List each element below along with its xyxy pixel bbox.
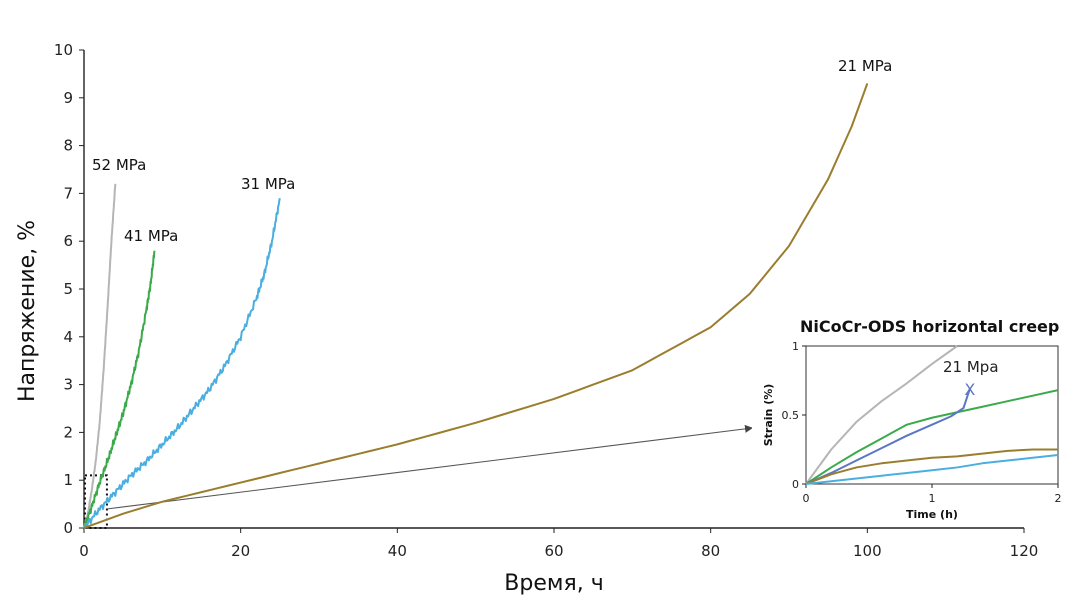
- main-series-group: [83, 83, 869, 529]
- inset-x-tick-label: 2: [1055, 492, 1062, 505]
- label-31-mpa: 31 MPa: [241, 175, 295, 193]
- zoom-arrow: [107, 424, 753, 510]
- y-tick-label: 1: [63, 471, 73, 489]
- label-21-mpa: 21 MPa: [838, 57, 892, 75]
- y-tick-label: 6: [63, 232, 73, 250]
- x-tick-label: 60: [544, 542, 563, 560]
- y-tick-label: 0: [63, 519, 73, 537]
- inset-y-tick-label: 0: [792, 478, 799, 491]
- y-tick-label: 8: [63, 137, 73, 155]
- series-line-31-mpa: [84, 197, 281, 529]
- y-tick-label: 2: [63, 423, 73, 441]
- series-line-52-mpa: [83, 183, 117, 529]
- inset-x-axis-title: Time (h): [906, 508, 958, 521]
- series-line-41-mpa: [83, 250, 156, 529]
- y-tick-label: 9: [63, 89, 73, 107]
- inset-ticks: 0 1 2 0 0.5 1: [782, 340, 1062, 505]
- inset-failure-x-marker: X: [964, 380, 975, 399]
- inset-series-line-52-mpa: [805, 345, 958, 485]
- y-tick-label: 10: [54, 41, 73, 59]
- inset-series-group: X: [805, 345, 1059, 485]
- series-line-21-mpa: [83, 83, 869, 529]
- y-tick-label: 7: [63, 184, 73, 202]
- y-tick-label: 5: [63, 280, 73, 298]
- zoom-region-box: [84, 474, 108, 530]
- x-tick-label: 80: [701, 542, 720, 560]
- inset-y-tick-label: 1: [792, 340, 799, 353]
- y-tick-label: 3: [63, 376, 73, 394]
- label-41-mpa: 41 MPa: [124, 227, 178, 245]
- label-52-mpa: 52 MPa: [92, 156, 146, 174]
- x-tick-label: 0: [79, 542, 89, 560]
- y-tick-label: 4: [63, 328, 73, 346]
- inset-series-line-41-mpa: [805, 389, 1059, 485]
- inset-y-tick-label: 0.5: [782, 409, 800, 422]
- inset-series-line-21-mpa: [805, 388, 971, 485]
- x-tick-label: 100: [853, 542, 882, 560]
- inset-x-tick-label: 0: [803, 492, 810, 505]
- inset-y-axis-title: Strain (%): [762, 384, 775, 447]
- x-tick-label: 40: [388, 542, 407, 560]
- x-tick-label: 20: [231, 542, 250, 560]
- inset-21-mpa-note: 21 Mpa: [943, 358, 999, 376]
- y-axis-title: Напряжение, %: [15, 220, 40, 402]
- x-axis-title: Время, ч: [504, 571, 603, 596]
- inset-x-tick-label: 1: [929, 492, 936, 505]
- inset-series-line-31-mpa: [805, 454, 1059, 485]
- x-tick-label: 120: [1010, 542, 1039, 560]
- inset-title: NiCoCr-ODS horizontal creep: [800, 317, 1059, 336]
- inset-series-line-21-mpa: [805, 448, 1058, 485]
